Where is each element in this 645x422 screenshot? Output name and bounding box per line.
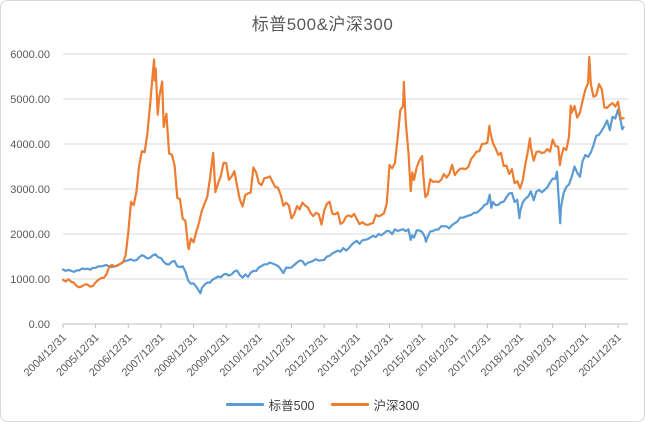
legend-line-swatch-sp500	[225, 402, 264, 407]
y-tick-label: 5000.00	[10, 94, 50, 106]
legend-label-sp500: 标普500	[268, 399, 315, 413]
y-tick-label: 3000.00	[10, 184, 50, 196]
series-line-sp500[interactable]	[61, 108, 625, 295]
chart-title: 标普500&沪深300	[251, 15, 394, 34]
legend-item-csi300[interactable]: 沪深300	[330, 395, 420, 414]
y-tick-label: 4000.00	[10, 139, 50, 151]
legend-label-csi300: 沪深300	[373, 399, 420, 413]
y-tick-label: 0.00	[29, 319, 50, 331]
y-tick-label: 2000.00	[10, 229, 50, 241]
y-tick-label: 6000.00	[10, 49, 50, 61]
legend-line-swatch-csi300	[330, 402, 369, 407]
legend: 标普500 沪深300	[1, 395, 644, 414]
legend-item-sp500[interactable]: 标普500	[225, 395, 315, 414]
y-tick-label: 1000.00	[10, 274, 50, 286]
series-line-csi300[interactable]	[61, 55, 625, 289]
